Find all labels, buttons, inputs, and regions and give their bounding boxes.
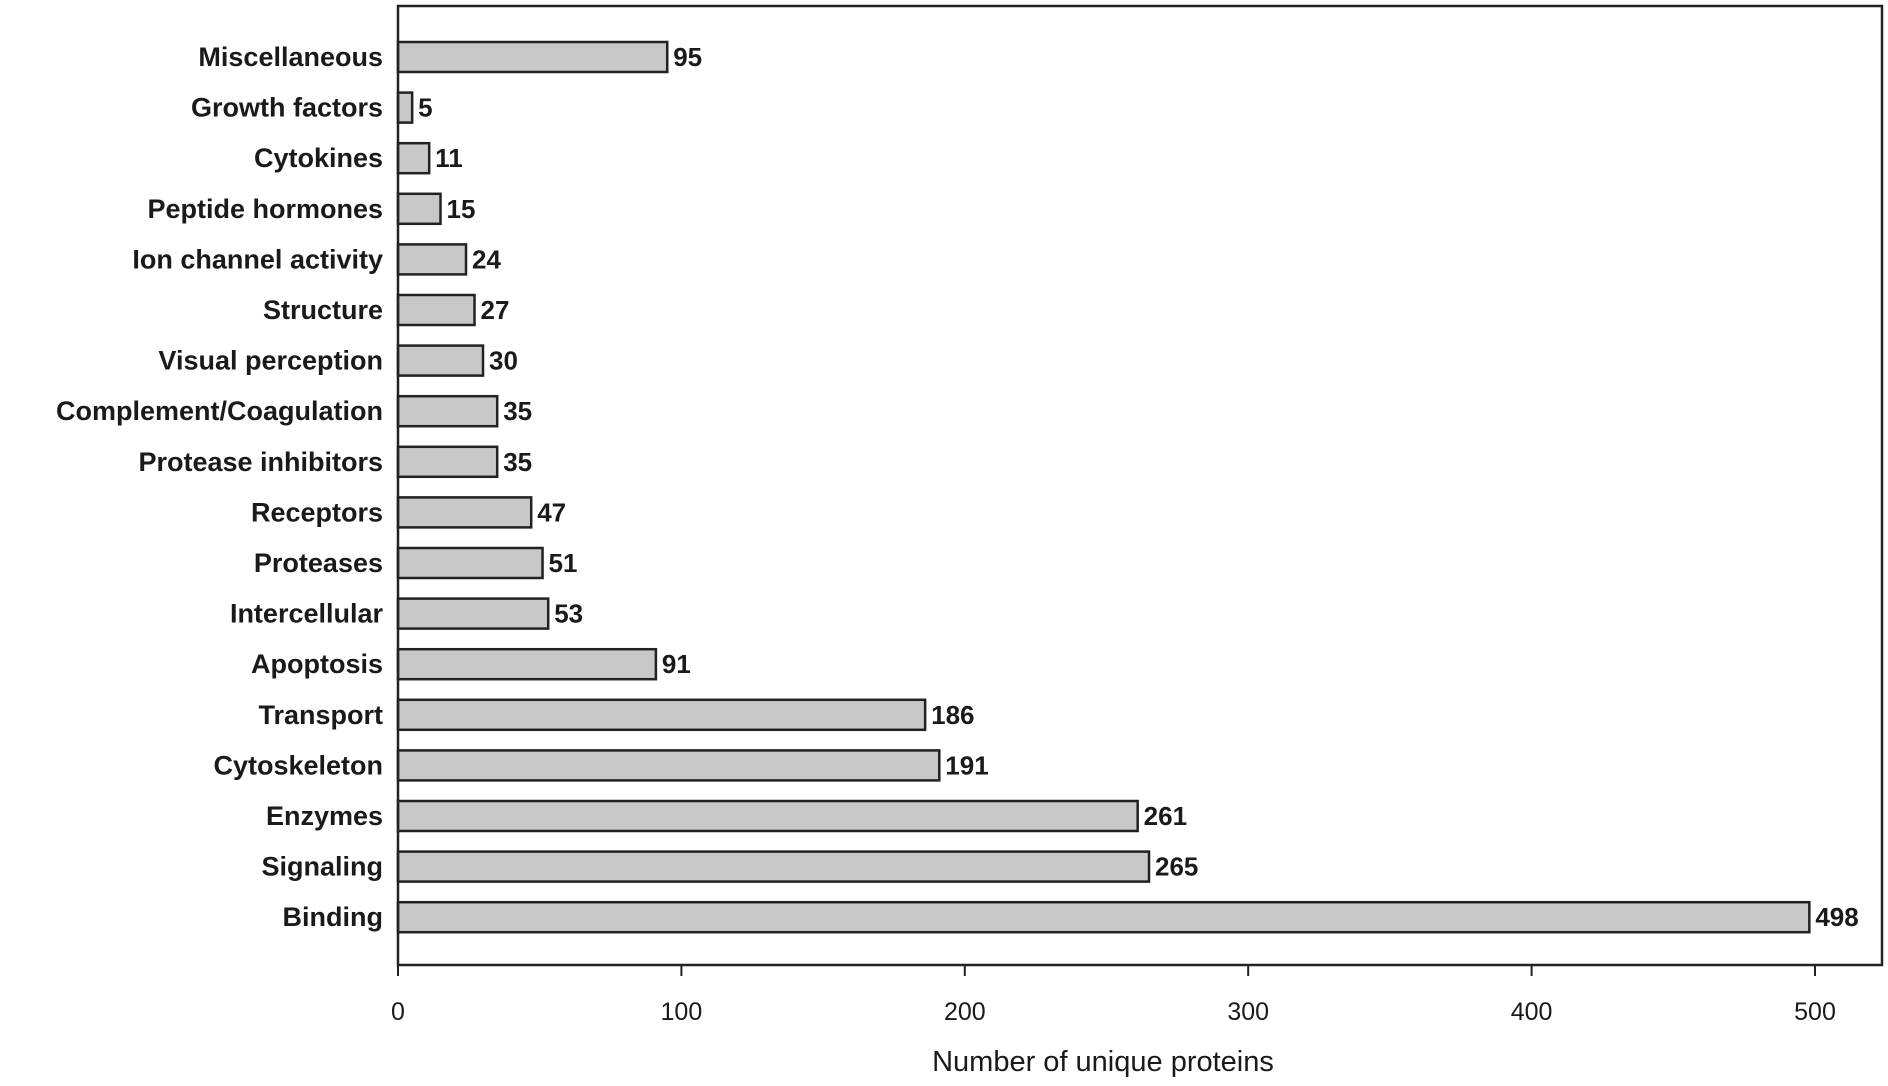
value-label-growth-factors: 5: [418, 93, 432, 123]
bar-miscellaneous: [396, 40, 669, 74]
category-label-receptors: Receptors: [251, 497, 383, 527]
x-tick-label-0: 0: [391, 998, 405, 1026]
value-label-ion-channel-activity: 24: [472, 244, 501, 274]
value-label-intercellular: 53: [554, 599, 583, 629]
value-label-protease-inhibitors: 35: [503, 447, 532, 477]
category-label-cytoskeleton: Cytoskeleton: [213, 750, 383, 780]
x-tick-label-400: 400: [1511, 998, 1553, 1026]
bar-enzymes: [396, 799, 1139, 833]
category-label-transport: Transport: [258, 700, 383, 730]
x-tick-label-500: 500: [1794, 998, 1836, 1026]
category-label-signaling: Signaling: [262, 852, 384, 882]
value-label-proteases: 51: [549, 548, 578, 578]
bar-structure: [396, 293, 476, 327]
category-label-intercellular: Intercellular: [230, 599, 384, 629]
category-label-proteases: Proteases: [254, 548, 383, 578]
bar-apoptosis: [396, 647, 658, 681]
plot-frame: [396, 4, 1884, 967]
x-tick-label-300: 300: [1227, 998, 1269, 1026]
value-label-miscellaneous: 95: [673, 42, 702, 72]
value-label-transport: 186: [931, 700, 974, 730]
bar-intercellular: [396, 597, 550, 630]
category-label-apoptosis: Apoptosis: [251, 649, 383, 679]
bar-visual-perception: [396, 344, 485, 377]
bar-peptide-hormones: [396, 192, 442, 226]
bar-cytokines: [396, 141, 431, 175]
bars-layer: [396, 40, 1811, 934]
bar-growth-factors: [396, 91, 414, 124]
category-label-structure: Structure: [263, 295, 383, 325]
category-label-binding: Binding: [283, 902, 383, 932]
value-label-cytokines: 11: [435, 143, 463, 173]
value-label-visual-perception: 30: [489, 346, 518, 376]
category-label-peptide-hormones: Peptide hormones: [147, 194, 383, 224]
category-label-miscellaneous: Miscellaneous: [198, 42, 383, 72]
category-label-cytokines: Cytokines: [254, 143, 383, 173]
x-axis-ticks: 0 100 200 300 400 500: [391, 965, 1836, 1026]
bar-transport: [396, 698, 927, 732]
bar-cytoskeleton: [396, 749, 941, 782]
category-label-visual-perception: Visual perception: [158, 346, 383, 376]
value-label-structure: 27: [481, 295, 510, 325]
bar-receptors: [396, 496, 533, 529]
value-label-receptors: 47: [537, 497, 566, 527]
category-label-complement-coagulation: Complement/Coagulation: [56, 396, 383, 426]
value-label-peptide-hormones: 15: [447, 194, 476, 224]
bar-binding: [396, 900, 1811, 934]
x-axis-title: Number of unique proteins: [932, 1046, 1274, 1078]
value-label-signaling: 265: [1155, 852, 1198, 882]
bar-proteases: [396, 546, 544, 580]
value-label-binding: 498: [1815, 902, 1858, 932]
bar-ion-channel-activity: [396, 243, 468, 276]
category-label-enzymes: Enzymes: [266, 801, 383, 831]
value-label-cytoskeleton: 191: [945, 750, 988, 780]
category-label-growth-factors: Growth factors: [191, 93, 383, 123]
value-label-enzymes: 261: [1144, 801, 1187, 831]
bar-complement-coagulation: [396, 394, 499, 428]
value-label-complement-coagulation: 35: [503, 396, 532, 426]
bar-signaling: [396, 850, 1151, 883]
category-label-ion-channel-activity: Ion channel activity: [132, 244, 383, 274]
x-tick-label-100: 100: [661, 998, 703, 1026]
value-label-apoptosis: 91: [662, 649, 691, 679]
category-label-protease-inhibitors: Protease inhibitors: [138, 447, 383, 477]
bar-protease-inhibitors: [396, 445, 499, 479]
x-tick-label-200: 200: [944, 998, 986, 1026]
category-labels: Miscellaneous Growth factors Cytokines Pept…: [56, 42, 384, 932]
